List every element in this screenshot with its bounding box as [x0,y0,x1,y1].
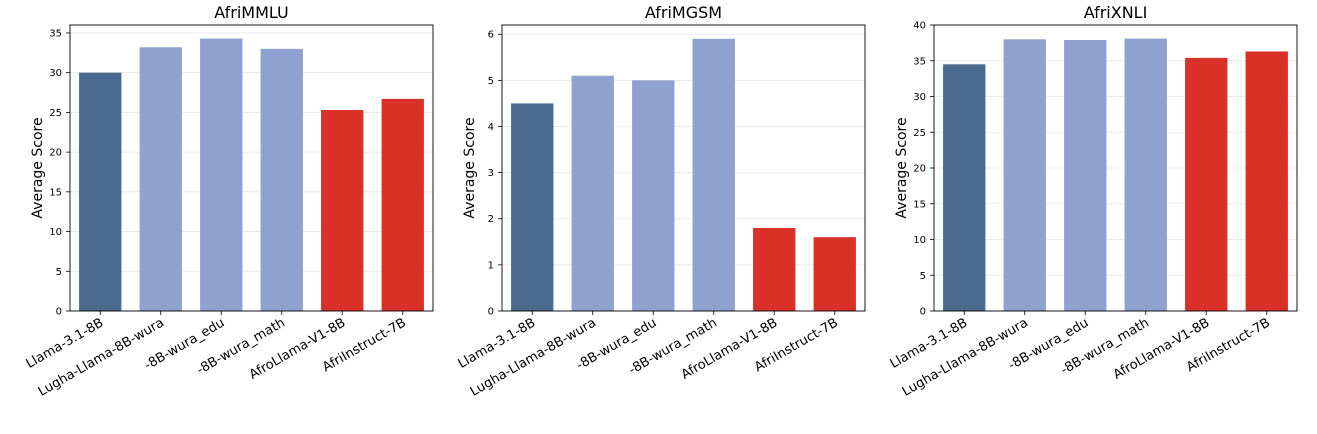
subplot-1: 05101520253035Llama-3.1-8BLugha-Llama-8B… [24,3,434,400]
y-tick-label: 25 [913,128,926,139]
y-tick-label: 5 [488,76,494,87]
y-tick-label: 35 [49,28,62,39]
bar-afriinstruct-7b [1245,51,1288,312]
y-tick-label: 15 [49,187,62,198]
y-tick-label: 2 [488,214,494,225]
bar-afrollama-v1-8b [321,110,364,311]
y-tick-label: 20 [913,164,926,175]
chart-title: AfriMGSM [645,3,722,22]
y-tick-label: 1 [488,260,494,271]
plot-frame [933,24,1298,312]
bar-lugha-llama-8b-wura [139,47,182,311]
y-tick-label: 25 [49,108,62,119]
plot-frame [501,24,866,312]
bar-afrollama-v1-8b [1185,57,1228,311]
y-tick-label: 20 [49,148,62,159]
y-tick-label: 30 [49,68,62,79]
y-tick-label: 10 [49,227,62,238]
y-tick-label: 5 [56,267,62,278]
bar-8b-wura-math [692,38,735,311]
y-tick-label: 6 [488,30,494,41]
y-tick-label: 5 [920,271,926,282]
y-tick-label: 0 [488,307,494,318]
y-tick-label: 0 [56,307,62,318]
bar-lugha-llama-8b-wura [1003,39,1046,312]
y-tick-label: 30 [913,92,926,103]
subplot-3: 0510152025303540Llama-3.1-8BLugha-Llama-… [888,3,1298,400]
chart-title: AfriMMLU [214,3,288,22]
bar-lugha-llama-8b-wura [571,75,614,311]
bar-8b-wura-math [1124,38,1167,312]
bar-afriinstruct-7b [381,98,424,311]
subplot-2: 0123456Llama-3.1-8BLugha-Llama-8B-wura-8… [456,3,866,400]
bar-afrollama-v1-8b [753,227,796,311]
bar-llama-3-1-8b [79,72,122,312]
chart-title: AfriXNLI [1084,3,1148,22]
y-tick-label: 40 [913,21,926,32]
bar-8b-wura-edu [200,38,243,311]
bar-8b-wura-edu [1064,40,1107,311]
y-tick-label: 4 [488,122,494,133]
plot-frame [69,24,434,312]
y-tick-label: 15 [913,199,926,210]
y-axis-label: Average Score [30,117,46,218]
y-axis-label: Average Score [462,117,478,218]
y-axis-label: Average Score [894,117,910,218]
y-tick-label: 35 [913,56,926,67]
bar-8b-wura-edu [632,80,675,312]
bar-llama-3-1-8b [511,103,554,311]
y-tick-label: 10 [913,235,926,246]
y-tick-label: 3 [488,168,494,179]
bar-afriinstruct-7b [813,237,856,311]
y-tick-label: 0 [920,307,926,318]
bar-llama-3-1-8b [943,64,986,311]
bar-8b-wura-math [260,48,303,311]
